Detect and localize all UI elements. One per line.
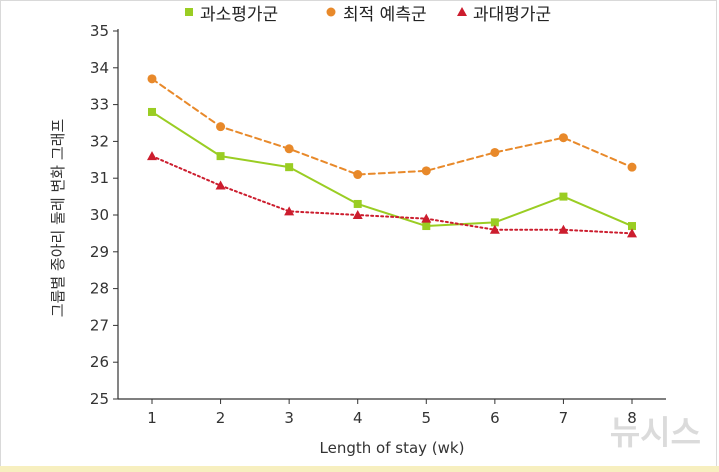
series-2-point [284, 144, 294, 154]
series-3-point [352, 210, 363, 219]
legend-item-2: 최적 예측군 [326, 5, 427, 25]
series-1-point [148, 107, 156, 116]
series-line-3 [151, 155, 633, 235]
series-line-1 [151, 110, 633, 228]
series-1-point [490, 218, 499, 227]
y-axis-title: 그룹별 종아리 둘레 변화 그래프 [49, 119, 67, 318]
legend-marker-3 [457, 7, 467, 16]
series-3-point [147, 151, 157, 161]
series-3-point [284, 206, 295, 216]
series-2-point [216, 122, 226, 132]
series-2-point [558, 133, 568, 143]
y-tick-label: 28 [90, 280, 109, 298]
y-tick-label: 29 [90, 243, 109, 261]
legend-label-2: 최적 예측군 [343, 5, 427, 25]
legend-label-1: 과소평가군 [200, 5, 278, 25]
series-3-point [421, 213, 432, 223]
series-1-point [628, 222, 636, 231]
y-tick-label: 25 [90, 390, 109, 408]
legend-item-3: 과대평가군 [457, 5, 551, 25]
series-1-point [353, 199, 362, 208]
series-2-point [147, 74, 157, 84]
x-tick-label: 1 [147, 409, 157, 427]
series-1-point [216, 152, 225, 161]
x-axis-title: Length of stay (wk) [320, 439, 465, 457]
series-2-point [490, 147, 500, 157]
axes [113, 29, 666, 404]
x-tick-label: 7 [559, 409, 569, 427]
y-tick-label: 26 [90, 353, 109, 371]
bottom-strip [0, 466, 719, 472]
x-tick-label: 5 [422, 409, 432, 427]
x-tick-label: 4 [353, 409, 363, 427]
watermark-logo: 뉴시스 [609, 413, 701, 452]
y-tick-label: 33 [90, 96, 109, 114]
series-2-point [421, 166, 431, 176]
series-line-2 [151, 77, 633, 176]
x-tick-label: 6 [490, 409, 500, 427]
series-3-point [558, 224, 569, 234]
x-tick-label: 3 [284, 409, 294, 427]
legend-marker-1 [185, 8, 193, 16]
series-2 [147, 74, 637, 180]
series-1-point [422, 222, 431, 231]
series-1-point [559, 192, 568, 201]
series-1-point [285, 163, 294, 172]
legend-label-3: 과대평가군 [473, 5, 551, 25]
y-tick-label: 30 [90, 206, 109, 224]
legend-item-1: 과소평가군 [185, 5, 278, 25]
series-1 [148, 107, 636, 231]
y-tick-label: 27 [90, 316, 109, 334]
x-tick-label: 8 [627, 409, 637, 427]
series-3-point [215, 180, 226, 190]
series-2-point [627, 162, 637, 172]
legend: 과소평가군 최적 예측군 과대평가군 [185, 5, 551, 25]
x-tick-label: 2 [216, 409, 226, 427]
legend-marker-2 [326, 7, 336, 17]
y-tick-label: 32 [90, 132, 109, 150]
series-3 [147, 151, 637, 238]
series-3-point [489, 224, 500, 234]
series-3-point [627, 228, 637, 238]
series-2-point [353, 170, 363, 180]
y-tick-label: 31 [90, 169, 109, 187]
y-tick-label: 34 [90, 59, 109, 77]
series-lines [147, 74, 637, 238]
y-tick-label: 35 [90, 22, 109, 40]
